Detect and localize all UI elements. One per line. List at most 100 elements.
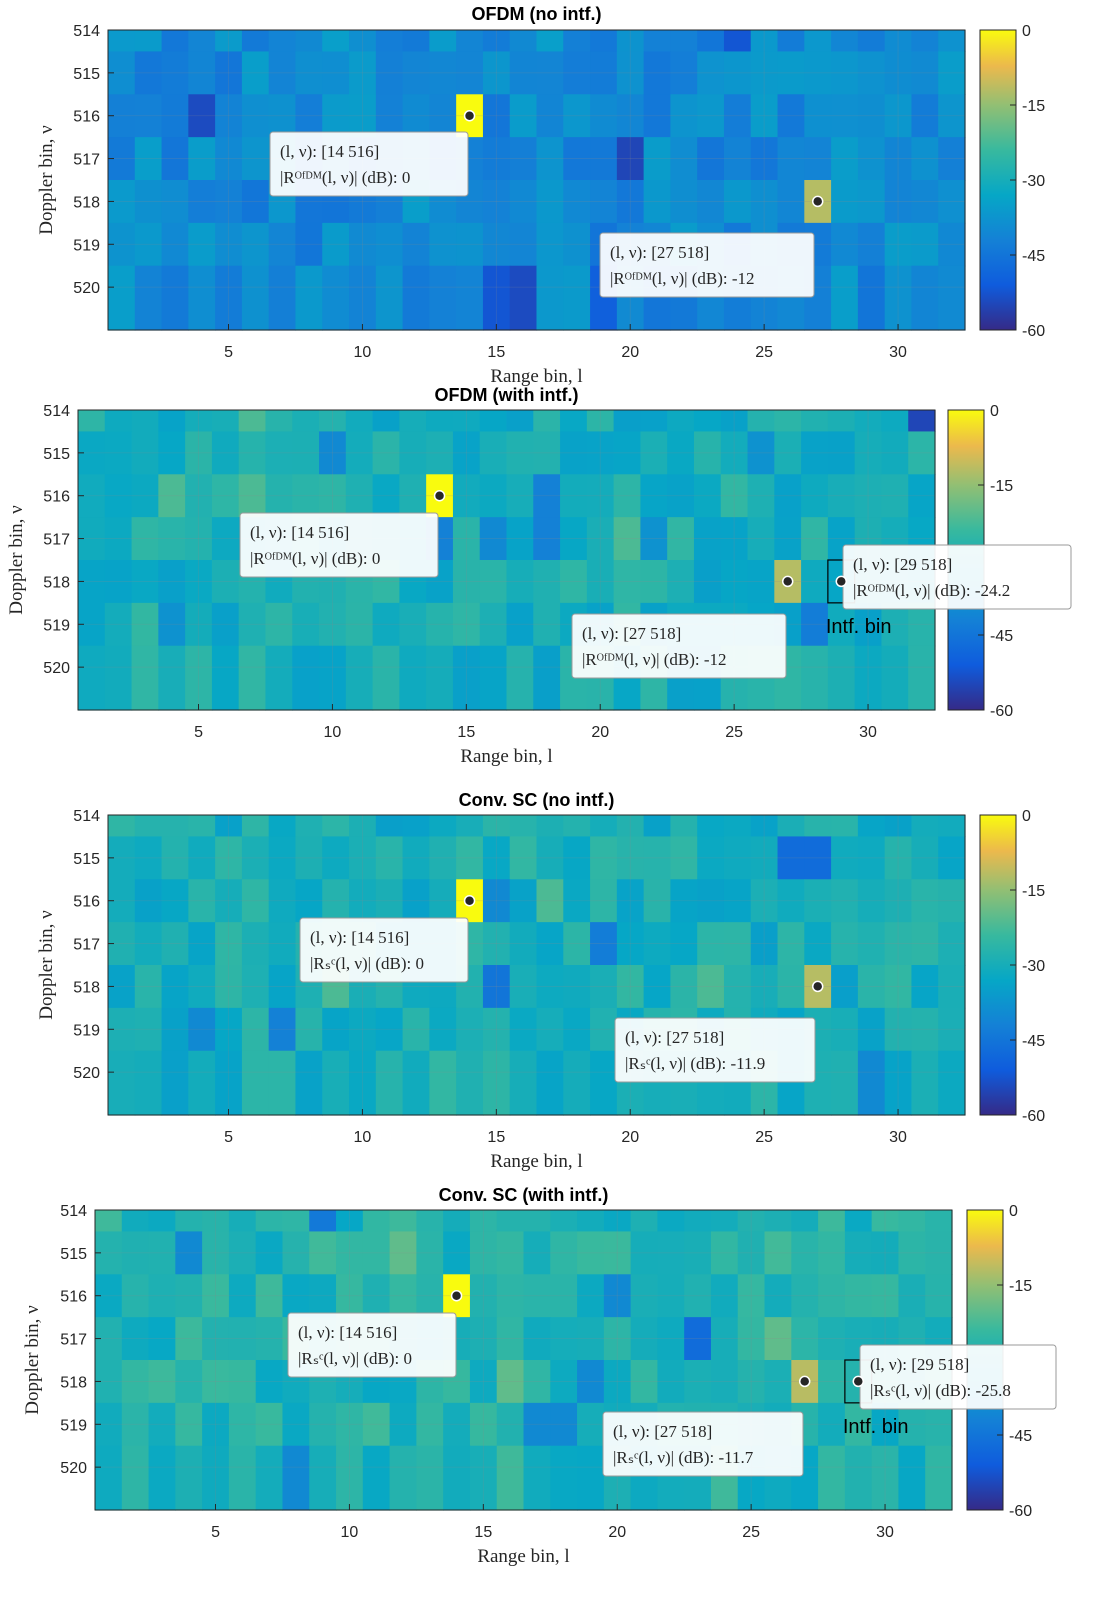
heatmap-cell	[523, 1360, 551, 1404]
datatip-box	[599, 232, 815, 298]
heatmap-cell	[831, 180, 859, 224]
heatmap-cell	[268, 1007, 297, 1052]
x-axis-label: Range bin, l	[477, 1546, 569, 1567]
heatmap-cell	[322, 30, 350, 53]
heatmap-cell	[750, 879, 779, 923]
heatmap-cell	[911, 1050, 939, 1116]
heatmap-cell	[121, 1317, 150, 1361]
heatmap-cell	[523, 1317, 551, 1361]
y-tick-label: 514	[43, 403, 70, 420]
heatmap-cell	[603, 1274, 632, 1318]
heatmap-cell	[616, 922, 645, 966]
heatmap-cell	[469, 1402, 498, 1447]
heatmap-cell	[804, 94, 832, 138]
heatmap-cell	[265, 474, 293, 518]
heatmap-cell	[322, 1007, 350, 1052]
heatmap-cell	[309, 1210, 337, 1233]
heatmap-cell	[479, 560, 508, 604]
heatmap-cell	[818, 1210, 846, 1233]
heatmap-cell	[563, 137, 591, 181]
heatmap-cell	[630, 1231, 659, 1275]
heatmap-cell	[158, 517, 186, 561]
y-tick-label: 518	[43, 574, 70, 591]
heatmap-cell	[871, 1231, 900, 1275]
heatmap-cell	[211, 645, 240, 711]
heatmap-cell	[336, 1445, 364, 1511]
heatmap-cell	[774, 410, 802, 433]
heatmap-cell	[750, 137, 779, 181]
heatmap-cell	[857, 137, 886, 181]
heatmap-cell	[938, 30, 966, 53]
heatmap-cell	[560, 431, 588, 475]
heatmap-cell	[938, 222, 966, 267]
heatmap-cell	[255, 1274, 284, 1318]
heatmap-cell	[309, 1231, 337, 1275]
heatmap-cell	[693, 410, 722, 433]
heatmap-cell	[452, 517, 481, 561]
heatmap-cell	[175, 1445, 203, 1511]
heatmap-cell	[670, 180, 698, 224]
y-tick-label: 516	[60, 1289, 87, 1306]
heatmap-cell	[121, 1402, 150, 1447]
heatmap-cell	[241, 815, 270, 838]
heatmap-cell	[670, 94, 698, 138]
datatip: (l, ν): [29 518] |Rᴼᶠᴰᴹ(l, ν)| (dB): -24.…	[835, 544, 1072, 610]
heatmap-cell	[804, 836, 832, 880]
heatmap-cell	[104, 645, 133, 711]
heatmap-cell	[202, 1210, 230, 1233]
x-tick-label: 10	[324, 724, 342, 741]
heatmap-cell	[536, 965, 564, 1009]
heatmap-cell	[456, 51, 484, 95]
heatmap-cell	[215, 836, 243, 880]
heatmap-cell	[603, 1360, 632, 1404]
heatmap-cell	[643, 836, 672, 880]
heatmap-cell	[938, 180, 966, 224]
heatmap-cell	[911, 965, 939, 1009]
x-tick-label: 5	[211, 1524, 220, 1541]
intf-bin-label: Intf. bin	[826, 616, 892, 638]
heatmap-cell	[523, 1231, 551, 1275]
heatmap-cell	[134, 815, 163, 838]
x-axis-label: Range bin, l	[460, 746, 552, 767]
heatmap-cell	[586, 431, 615, 475]
heatmap-cell	[577, 1402, 605, 1447]
heatmap-cell	[911, 30, 939, 53]
heatmap-cell	[292, 431, 320, 475]
heatmap-cell	[456, 1050, 484, 1116]
heatmap-cell	[791, 1274, 819, 1318]
datatip-line-2: |Rᴼᶠᴰᴹ(l, ν)| (dB): 0	[250, 549, 380, 568]
heatmap-cell	[121, 1445, 150, 1511]
heatmap-cell	[95, 1445, 123, 1511]
heatmap-cell	[175, 1402, 203, 1447]
heatmap-cell	[389, 1210, 417, 1233]
heatmap-cell	[777, 137, 805, 181]
heatmap-cell	[563, 180, 591, 224]
heatmap-cell	[884, 222, 913, 267]
heatmap-cell	[202, 1402, 230, 1447]
datatip-box	[269, 131, 469, 197]
heatmap-cell	[720, 517, 749, 561]
heatmap-cell	[747, 474, 775, 518]
heatmap-cell	[908, 410, 936, 433]
heatmap-cell	[657, 1274, 685, 1318]
heatmap-cell	[871, 1402, 900, 1447]
x-tick-label: 5	[194, 724, 203, 741]
heatmap-cell	[161, 1050, 189, 1116]
heatmap-cell	[750, 815, 779, 838]
heatmap-cell	[586, 517, 615, 561]
heatmap-cell	[175, 1274, 203, 1318]
heatmap-cell	[349, 30, 377, 53]
heatmap-cell	[211, 410, 240, 433]
heatmap-cell	[911, 222, 939, 267]
heatmap-cell	[228, 1402, 257, 1447]
heatmap-cell	[818, 1231, 846, 1275]
heatmap-cell	[925, 1274, 953, 1318]
heatmap-cell	[202, 1445, 230, 1511]
heatmap-cell	[375, 265, 404, 331]
heatmap-cell	[560, 560, 588, 604]
heatmap-cell	[697, 836, 725, 880]
heatmap-cell	[215, 1050, 243, 1116]
heatmap-cell	[657, 1231, 685, 1275]
heatmap-cell	[228, 1274, 257, 1318]
heatmap-cell	[241, 51, 270, 95]
